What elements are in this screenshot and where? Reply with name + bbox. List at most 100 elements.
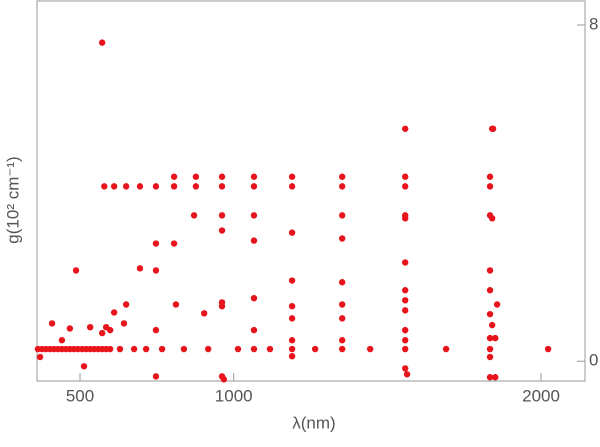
point [288,229,296,236]
point [250,183,258,190]
point [172,301,180,308]
point [488,215,496,222]
point [266,345,274,353]
point [106,326,114,334]
point [58,337,66,344]
point [486,353,494,361]
point [486,374,494,381]
point [122,301,130,308]
y-tick-label: 0 [589,351,598,370]
point [288,277,296,284]
point [190,212,198,219]
point [218,183,226,190]
point [142,345,150,353]
point [152,267,160,274]
point [218,302,226,310]
point [486,173,494,180]
x-tick-label: 2000 [522,386,560,405]
point [288,183,296,190]
point [98,39,106,46]
point [311,345,319,353]
point [120,320,128,327]
point [486,310,494,318]
point [130,345,138,353]
point [402,337,409,344]
point [402,215,409,222]
point [220,376,228,383]
point [338,345,346,353]
point [338,279,346,286]
point [338,337,346,344]
point [402,183,409,190]
point [218,173,226,180]
point [136,265,144,272]
point [158,345,166,353]
point [402,173,409,180]
point [486,345,494,353]
point [288,345,296,353]
point [36,353,44,361]
point [288,352,296,360]
point [218,212,226,219]
point [234,345,242,353]
point [402,365,409,372]
point [80,363,88,370]
x-tick-label: 500 [66,386,94,405]
point [152,326,160,334]
point [110,183,118,190]
y-tick-label: 8 [589,14,598,33]
point [488,321,496,329]
point [122,183,130,190]
point [442,345,450,353]
point [288,315,296,322]
point [288,302,296,310]
point [493,301,501,308]
point [106,345,114,353]
y-axis-label: g(10² cm⁻¹) [3,156,22,243]
point [152,240,160,247]
point [402,307,409,314]
point [192,173,200,180]
point [492,334,499,342]
point [402,326,409,334]
point [250,345,258,353]
point [152,373,160,380]
point [66,325,74,332]
point [152,183,160,190]
point [180,345,188,353]
point [288,173,296,180]
point [200,310,208,317]
point [250,326,258,334]
x-axis-label: λ(nm) [292,413,335,432]
point [402,259,409,266]
point [250,237,258,244]
point [170,240,178,247]
point [402,345,409,353]
point [402,287,409,294]
point [110,309,118,316]
point [486,287,494,294]
point [98,329,106,337]
point [338,235,346,242]
point [366,345,374,353]
point [489,125,497,132]
point [250,173,258,180]
point [86,323,94,331]
point [204,345,212,353]
point [101,183,108,190]
point [170,183,178,190]
point [338,315,346,322]
point [170,173,178,180]
point [250,212,258,219]
point [492,374,499,381]
point [403,371,411,378]
point [402,297,409,304]
point [218,227,226,234]
point [402,125,409,132]
plot-frame [36,0,586,382]
point [116,345,124,353]
point [338,183,346,190]
point [486,334,494,342]
x-tick-label: 1000 [215,386,253,405]
